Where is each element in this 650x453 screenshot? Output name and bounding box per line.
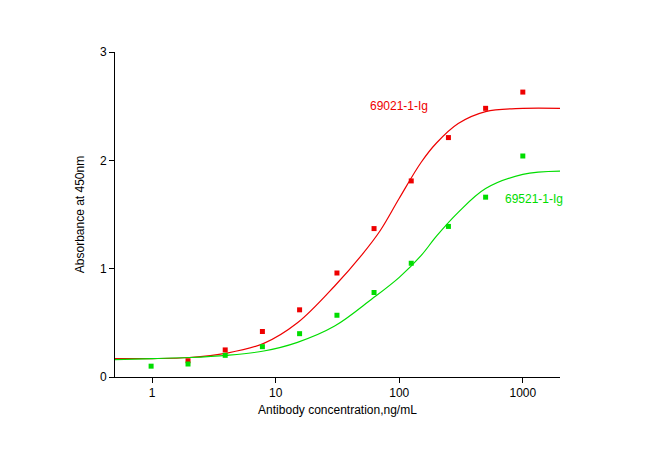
svg-text:10: 10 [269,386,283,400]
svg-text:1000: 1000 [509,386,536,400]
svg-text:100: 100 [389,386,409,400]
svg-text:Antibody concentration,ng/mL: Antibody concentration,ng/mL [258,403,417,417]
svg-text:1: 1 [100,262,107,276]
svg-text:Absorbance at 450nm: Absorbance at 450nm [73,156,87,273]
svg-text:1: 1 [149,386,156,400]
svg-text:69021-1-Ig: 69021-1-Ig [370,99,428,113]
svg-text:69521-1-Ig: 69521-1-Ig [505,192,563,206]
svg-text:0: 0 [100,370,107,384]
svg-text:3: 3 [100,45,107,59]
svg-text:2: 2 [100,154,107,168]
